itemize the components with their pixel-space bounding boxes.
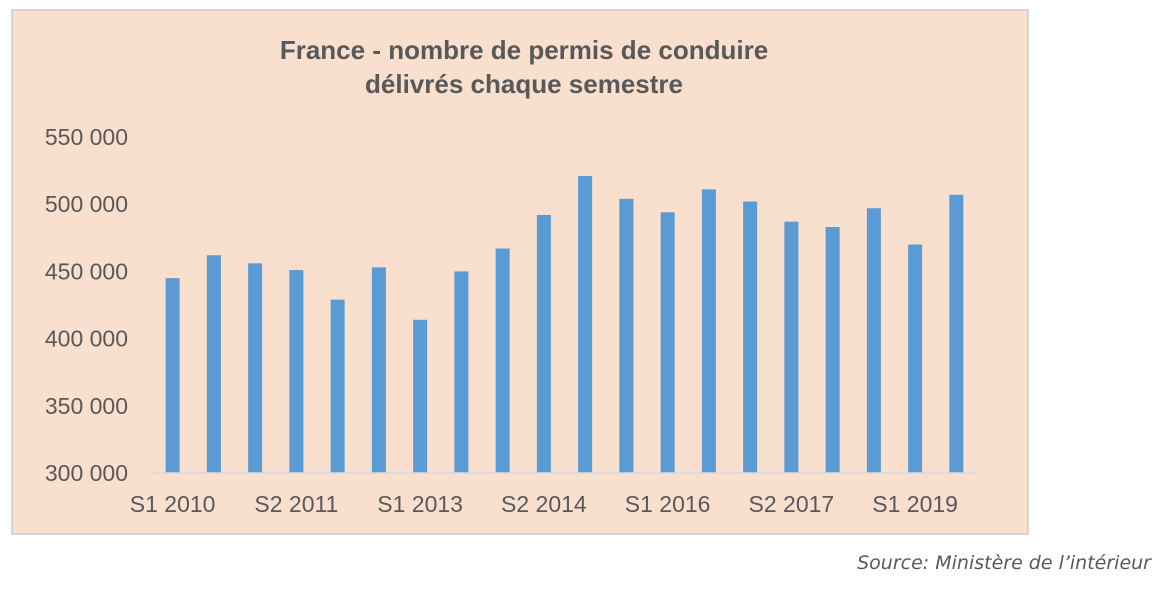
bar-s1-2010 (165, 278, 180, 473)
bar-s2-2010 (206, 255, 221, 473)
y-tick-label: 300 000 (45, 460, 128, 486)
x-tick-label: S2 2011 (254, 491, 338, 517)
bar-s2-2014 (536, 214, 551, 473)
y-tick-label: 500 000 (45, 191, 128, 217)
x-tick-label: S2 2017 (749, 491, 835, 517)
y-axis-ticks: 300 000 350 000 400 000 450 000 500 000 550 0… (45, 124, 128, 486)
y-tick-label: 400 000 (45, 326, 128, 352)
bar-s1-2019 (908, 244, 923, 473)
bar-s2-2016 (701, 189, 716, 473)
y-tick-label: 550 000 (45, 124, 128, 150)
bar-s1-2011 (248, 263, 263, 473)
bar-s1-2014 (495, 248, 510, 473)
bar-s2-2013 (454, 271, 469, 473)
bar-chart: France - nombre de permis de conduire dé… (45, 35, 977, 517)
bar-s2-2017 (784, 221, 799, 473)
x-tick-label: S2 2014 (501, 491, 587, 517)
y-tick-label: 350 000 (45, 393, 128, 419)
bar-s1-2015 (578, 175, 593, 473)
chart-title: France - nombre de permis de conduire (280, 35, 768, 65)
bar-s1-2016 (660, 212, 675, 473)
bar-s1-2018 (825, 227, 840, 473)
bar-s1-2017 (743, 201, 758, 473)
bar-s2-2012 (371, 267, 386, 473)
x-tick-label: S1 2019 (872, 491, 958, 517)
bar-s2-2019 (949, 194, 964, 474)
bar-s2-2011 (289, 270, 304, 473)
chart-frame: France - nombre de permis de conduire dé… (11, 9, 1029, 535)
bar-s2-2018 (866, 208, 881, 473)
chart-subtitle: délivrés chaque semestre (365, 69, 683, 99)
bar-s1-2013 (413, 319, 428, 473)
bar-series (165, 175, 964, 474)
x-tick-label: S1 2013 (377, 491, 463, 517)
bar-s2-2015 (619, 198, 634, 473)
y-tick-label: 450 000 (45, 258, 128, 284)
x-tick-label: S1 2016 (625, 491, 711, 517)
source-note: Source: Ministère de l’intérieur (857, 552, 1151, 574)
x-axis-ticks: S1 2010 S2 2011 S1 2013 S2 2014 S1 2016 S2 20… (130, 491, 958, 517)
bar-s1-2012 (330, 299, 345, 473)
x-tick-label: S1 2010 (130, 491, 216, 517)
